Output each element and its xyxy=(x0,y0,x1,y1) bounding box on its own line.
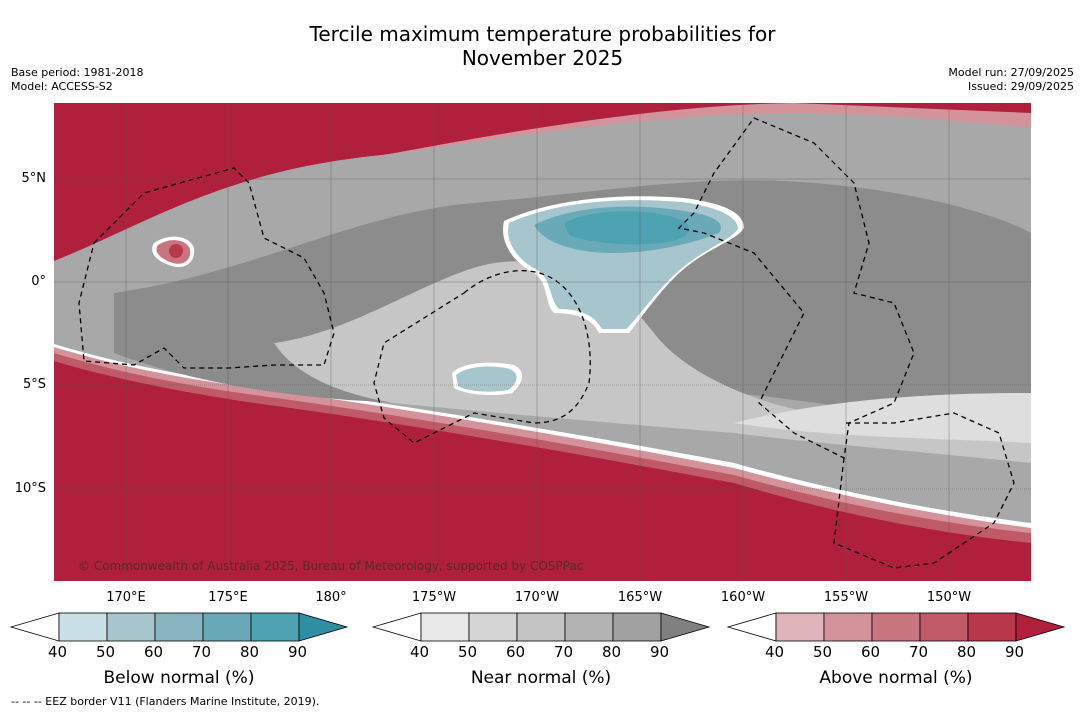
colorbar-segment xyxy=(58,612,108,642)
colorbar-segment xyxy=(202,612,252,642)
colorbar-segment xyxy=(516,612,566,642)
colorbar-near-normal xyxy=(371,612,711,642)
lat-tick-label: 5°N xyxy=(21,171,47,186)
colorbar-ticks-near: 40 50 60 70 80 90 xyxy=(372,643,732,663)
below-normal-spot xyxy=(456,366,517,392)
probability-map xyxy=(54,103,1031,581)
red-spot-core xyxy=(169,244,183,258)
near-normal-band-50 xyxy=(734,393,1031,443)
lon-tick-label: 155°W xyxy=(823,590,869,605)
title-line-1: Tercile maximum temperature probabilitie… xyxy=(309,22,776,46)
lon-tick-label: 180° xyxy=(315,590,347,605)
eez-border-4 xyxy=(833,412,1015,569)
lon-tick-label: 170°W xyxy=(514,590,560,605)
colorbar-segment xyxy=(420,612,470,642)
model-name: Model: ACCESS-S2 xyxy=(11,80,113,93)
cbar-tick: 60 xyxy=(144,643,164,661)
graticule xyxy=(54,103,1031,581)
cbar-tick: 80 xyxy=(240,643,260,661)
lat-tick-label: 10°S xyxy=(14,481,46,496)
base-period: Base period: 1981-2018 xyxy=(11,66,144,79)
colorbar-segment xyxy=(250,612,300,642)
colorbar-segment xyxy=(823,612,873,642)
colorbar-title-near: Near normal (%) xyxy=(470,668,612,688)
cbar-tick: 60 xyxy=(506,643,526,661)
model-run: Model run: 27/09/2025 xyxy=(948,66,1074,79)
copyright-notice: © Commonwealth of Australia 2025, Bureau… xyxy=(78,559,584,573)
cbar-tick: 90 xyxy=(288,643,308,661)
colorbar-extend-high xyxy=(1015,612,1066,642)
lon-tick-label: 165°W xyxy=(617,590,663,605)
cbar-tick: 90 xyxy=(1005,643,1025,661)
cbar-tick: 60 xyxy=(861,643,881,661)
cbar-tick: 40 xyxy=(410,643,430,661)
colorbar-segment xyxy=(775,612,825,642)
colorbar-segment xyxy=(468,612,518,642)
colorbar-segment xyxy=(612,612,662,642)
lon-tick-label: 170°E xyxy=(106,590,146,605)
map-title: Tercile maximum temperature probabilitie… xyxy=(0,22,1085,70)
cbar-tick: 70 xyxy=(192,643,212,661)
lon-tick-label: 175°E xyxy=(208,590,248,605)
lat-tick-label: 5°S xyxy=(22,377,46,392)
colorbar-extend-low xyxy=(726,612,777,642)
meta-right: Model run: 27/09/2025 Issued: 29/09/2025 xyxy=(948,66,1074,94)
colorbar-strip xyxy=(9,612,1066,642)
cbar-tick: 50 xyxy=(96,643,116,661)
title-line-2: November 2025 xyxy=(461,46,624,70)
cbar-tick: 90 xyxy=(650,643,670,661)
colorbar-above-normal xyxy=(726,612,1066,642)
colorbar-extend-high xyxy=(298,612,349,642)
eez-footnote: -- -- -- EEZ border V11 (Flanders Marine… xyxy=(11,695,320,708)
colorbar-extend-low xyxy=(371,612,422,642)
colorbar-below-normal xyxy=(9,612,349,642)
eez-border-1 xyxy=(78,167,335,369)
cbar-tick: 50 xyxy=(813,643,833,661)
colorbar-extend-high xyxy=(660,612,711,642)
colorbar-segment xyxy=(919,612,969,642)
colorbar-segment xyxy=(871,612,921,642)
lat-tick-label: 0° xyxy=(31,274,46,289)
colorbar-segment xyxy=(106,612,156,642)
colorbar-extend-low xyxy=(9,612,60,642)
cbar-tick: 40 xyxy=(48,643,68,661)
cbar-tick: 50 xyxy=(458,643,478,661)
meta-left: Base period: 1981-2018 Model: ACCESS-S2 xyxy=(11,66,143,94)
cbar-tick: 80 xyxy=(957,643,977,661)
cbar-tick: 80 xyxy=(602,643,622,661)
lon-tick-label: 175°W xyxy=(411,590,457,605)
issued-date: Issued: 29/09/2025 xyxy=(967,80,1074,93)
colorbar-segment xyxy=(967,612,1017,642)
lon-tick-label: 150°W xyxy=(926,590,972,605)
colorbar-segment xyxy=(564,612,614,642)
eez-borders xyxy=(78,117,1015,569)
cbar-tick: 70 xyxy=(554,643,574,661)
colorbar-ticks-above: 40 50 60 70 80 90 xyxy=(727,643,1085,663)
colorbar-title-above: Above normal (%) xyxy=(819,668,973,688)
colorbar-segment xyxy=(154,612,204,642)
colorbar-title-below: Below normal (%) xyxy=(103,668,255,688)
near-normal-band-60 xyxy=(274,261,1031,463)
map-panel xyxy=(54,103,1031,581)
lon-tick-label: 160°W xyxy=(720,590,766,605)
cbar-tick: 40 xyxy=(765,643,785,661)
below-normal-band-80 xyxy=(564,211,689,245)
cbar-tick: 70 xyxy=(909,643,929,661)
colorbar-ticks-below: 40 50 60 70 80 90 xyxy=(10,643,370,663)
